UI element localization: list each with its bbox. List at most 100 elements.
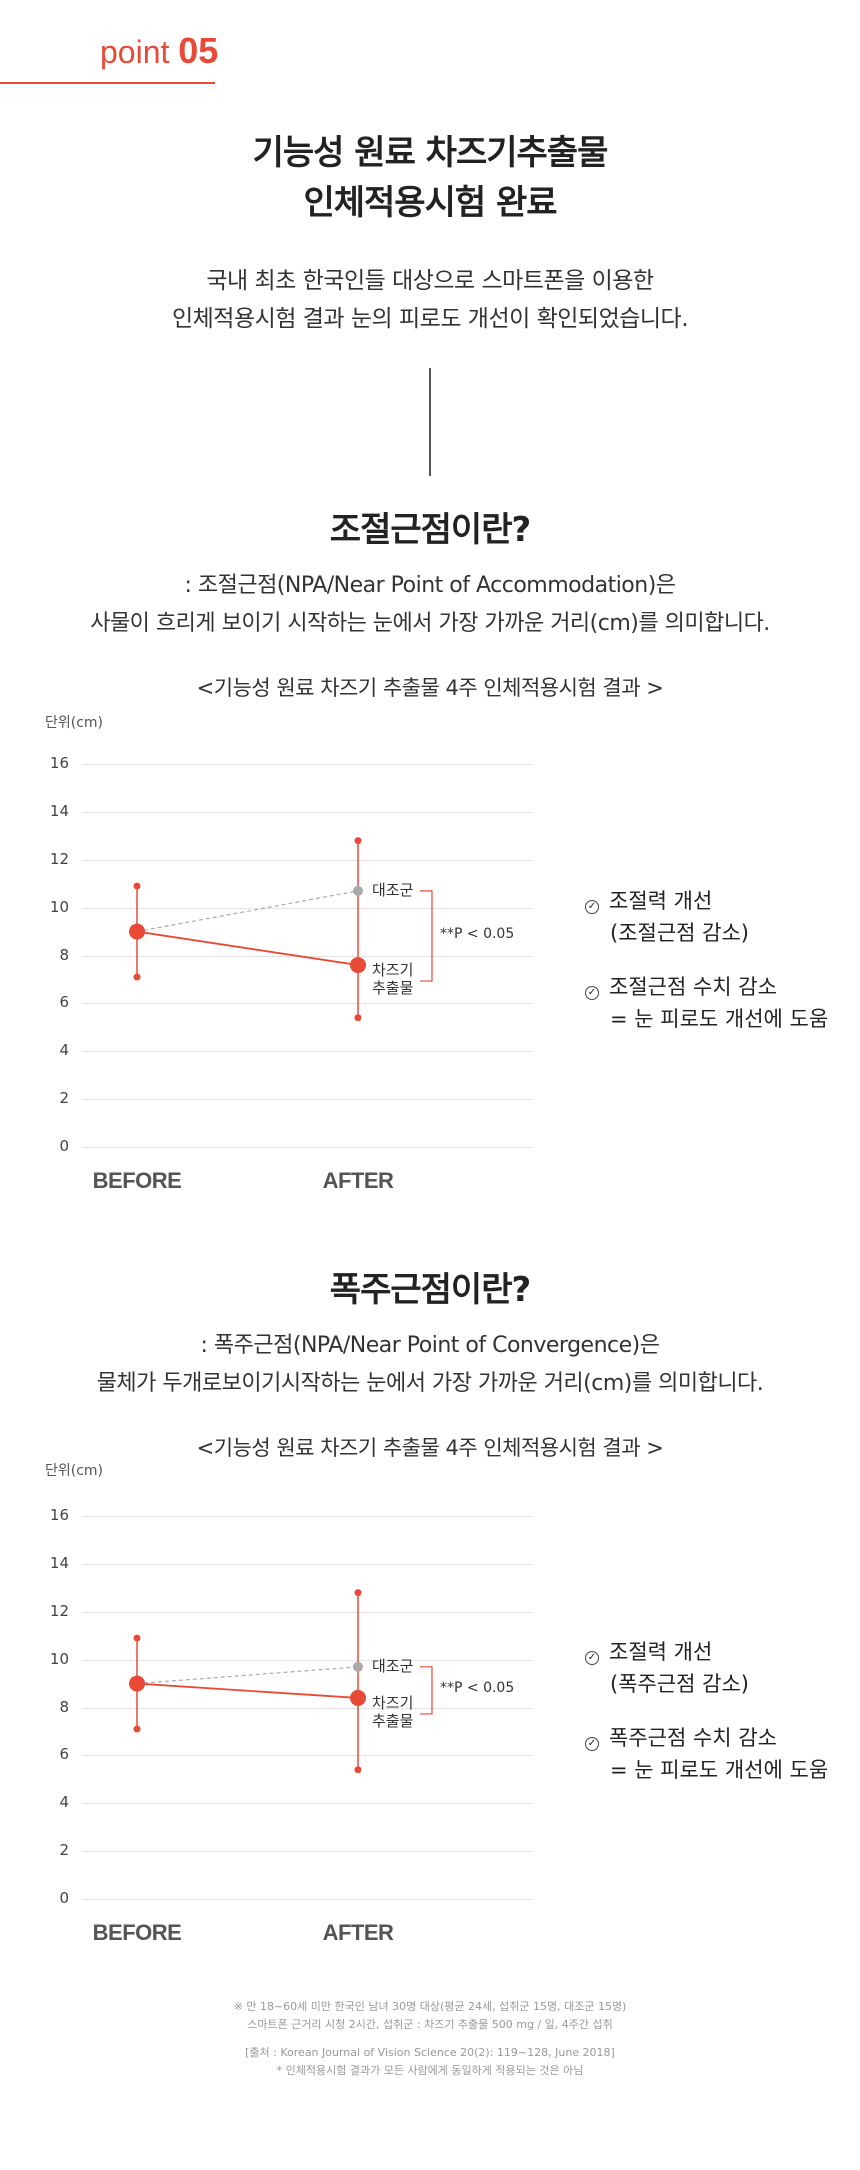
section2-chart-caption: <기능성 원료 차즈기 추출물 4주 인체적용시험 결과 > — [196, 1436, 664, 1460]
legend-line: 폭주근점 수치 감소 — [609, 1726, 777, 1750]
significance-label: **P < 0.05 — [440, 1680, 515, 1697]
error-bar-cap — [133, 1725, 141, 1733]
gridline — [82, 811, 532, 813]
error-bar-cap — [354, 837, 362, 845]
gridline — [82, 1803, 532, 1805]
series-label-treatment: 차즈기 추출물 — [372, 961, 414, 998]
gridline — [82, 955, 532, 957]
y-tick-label: 6 — [59, 1745, 69, 1764]
y-tick-label: 8 — [59, 1697, 69, 1716]
intro-desc-line1: 국내 최초 한국인들 대상으로 스마트폰을 이용한 — [206, 268, 654, 294]
gridline — [82, 764, 532, 765]
series-label-control: 대조군 — [372, 1656, 414, 1675]
gridline — [82, 907, 532, 909]
section1-desc-line2: 사물이 흐리게 보이기 시작하는 눈에서 가장 가까운 거리(cm)를 의미합니… — [90, 611, 770, 636]
data-point-control — [353, 1661, 363, 1672]
series-line-treatment — [136, 930, 359, 966]
gridline — [82, 1659, 532, 1661]
chart-npc: 단위(cm) 0 2 4 6 8 10 12 14 16 BEFORE AFTER 대조군 차즈기 추출물… — [0, 1452, 860, 1972]
significance-label: **P < 0.05 — [440, 925, 515, 942]
y-tick-label: 14 — [49, 1553, 69, 1572]
legend-item: ✓ 조절력 개선 — [585, 1636, 828, 1668]
chart-unit-label: 단위(cm) — [45, 715, 104, 731]
section1-title: 조절근점이란? — [329, 510, 531, 550]
series-line-control — [136, 1666, 359, 1685]
error-bar-cap — [354, 1766, 362, 1774]
gridline — [82, 1707, 532, 1709]
y-tick-label: 2 — [59, 1841, 69, 1860]
data-point-treatment — [350, 957, 366, 974]
gridline — [82, 1563, 532, 1565]
x-tick-label: AFTER — [322, 1920, 394, 1945]
error-bar-cap — [133, 882, 141, 890]
legend-item: ✓ 폭주근점 수치 감소 — [585, 1722, 828, 1754]
chart-svg — [129, 837, 433, 1022]
error-bar-cap — [133, 1634, 141, 1642]
intro-title-line2: 인체적용시험 완료 — [303, 183, 557, 223]
y-tick-label: 8 — [59, 945, 69, 964]
significance-bracket — [420, 890, 433, 982]
section2-description: : 폭주근점(NPA/Near Point of Convergence)은 물… — [0, 1327, 860, 1403]
y-tick-label: 16 — [49, 754, 69, 772]
gridline — [82, 1755, 532, 1757]
divider-vertical-line — [429, 368, 431, 476]
chart-svg — [129, 1589, 433, 1774]
gridline — [82, 1003, 532, 1005]
check-circle-icon: ✓ — [585, 1651, 599, 1665]
y-tick-label: 6 — [59, 993, 69, 1012]
intro-desc-line2: 인체적용시험 결과 눈의 피로도 개선이 확인되었습니다. — [171, 306, 689, 332]
y-tick-label: 0 — [59, 1137, 69, 1155]
section1-desc-line1: : 조절근점(NPA/Near Point of Accommodation)은 — [184, 573, 676, 598]
intro-title-line1: 기능성 원료 차즈기추출물 — [252, 133, 609, 173]
footnote-line: ※ 만 18~60세 미만 한국인 남녀 30명 대상(평균 24세, 섭취군 … — [233, 2000, 627, 2013]
chart-npa: 단위(cm) 0 2 4 6 8 10 12 14 16 BEFORE AFTER 대조군 차즈기 추출물… — [0, 700, 860, 1220]
section2-legend: ✓ 조절력 개선 (폭주근점 감소) ✓ 폭주근점 수치 감소 = 눈 피로도 개선… — [585, 1636, 828, 1786]
data-point-treatment — [129, 1675, 145, 1692]
series-label-control: 대조군 — [372, 880, 414, 899]
legend-item: ✓ 조절근점 수치 감소 — [585, 971, 828, 1003]
section2-desc-line1: : 폭주근점(NPA/Near Point of Convergence)은 — [200, 1333, 660, 1358]
x-tick-label: AFTER — [322, 1168, 394, 1193]
significance-bracket — [420, 1666, 433, 1715]
check-circle-icon: ✓ — [585, 986, 599, 1000]
point-number: 05 — [178, 30, 219, 71]
gridline — [82, 1099, 532, 1101]
section2-title: 폭주근점이란? — [329, 1270, 531, 1310]
y-tick-label: 16 — [49, 1506, 69, 1524]
legend-sub: = 눈 피로도 개선에 도움 — [610, 1007, 829, 1031]
section1-chart-caption: <기능성 원료 차즈기 추출물 4주 인체적용시험 결과 > — [196, 676, 664, 700]
legend-line: 조절력 개선 — [609, 1640, 713, 1664]
legend-sub: = 눈 피로도 개선에 도움 — [610, 1758, 829, 1782]
footnote-line: 스마트폰 근거리 시청 2시간, 섭취군 : 차즈기 추출물 500 mg / … — [247, 2018, 613, 2031]
error-bar-cap — [354, 1589, 362, 1597]
gridline — [82, 1147, 532, 1148]
series-label-treatment: 차즈기 추출물 — [372, 1693, 414, 1730]
point-word: point — [100, 34, 170, 70]
gridline — [82, 1051, 532, 1053]
legend-line: 조절력 개선 — [609, 889, 713, 913]
footnote-line: * 인체적용시험 결과가 모든 사람에게 동일하게 적용되는 것은 아님 — [276, 2064, 584, 2077]
y-tick-label: 12 — [49, 1601, 69, 1620]
section1-description: : 조절근점(NPA/Near Point of Accommodation)은… — [0, 567, 860, 643]
gridline — [82, 1516, 532, 1517]
section2-desc-line2: 물체가 두개로보이기시작하는 눈에서 가장 가까운 거리(cm)를 의미합니다. — [96, 1371, 764, 1396]
check-circle-icon: ✓ — [585, 1737, 599, 1751]
intro-description: 국내 최초 한국인들 대상으로 스마트폰을 이용한 인체적용시험 결과 눈의 피… — [0, 262, 860, 338]
gridline — [82, 1611, 532, 1613]
legend-line: 조절근점 수치 감소 — [609, 975, 777, 999]
error-bar-cap — [133, 973, 141, 981]
section1-legend: ✓ 조절력 개선 (조절근점 감소) ✓ 조절근점 수치 감소 = 눈 피로도 개선… — [585, 885, 828, 1035]
gridline — [82, 1851, 532, 1853]
data-point-treatment — [350, 1689, 366, 1706]
y-tick-label: 12 — [49, 849, 69, 868]
legend-item: ✓ 조절력 개선 — [585, 885, 828, 917]
series-line-control — [136, 890, 359, 933]
check-circle-icon: ✓ — [585, 900, 599, 914]
y-tick-label: 4 — [59, 1041, 69, 1060]
gridline — [82, 859, 532, 861]
x-tick-label: BEFORE — [92, 1920, 182, 1945]
y-tick-label: 10 — [49, 1649, 69, 1668]
error-bar-cap — [354, 1014, 362, 1022]
intro-title: 기능성 원료 차즈기추출물 인체적용시험 완료 — [0, 128, 860, 228]
legend-sub: (폭주근점 감소) — [610, 1672, 749, 1696]
